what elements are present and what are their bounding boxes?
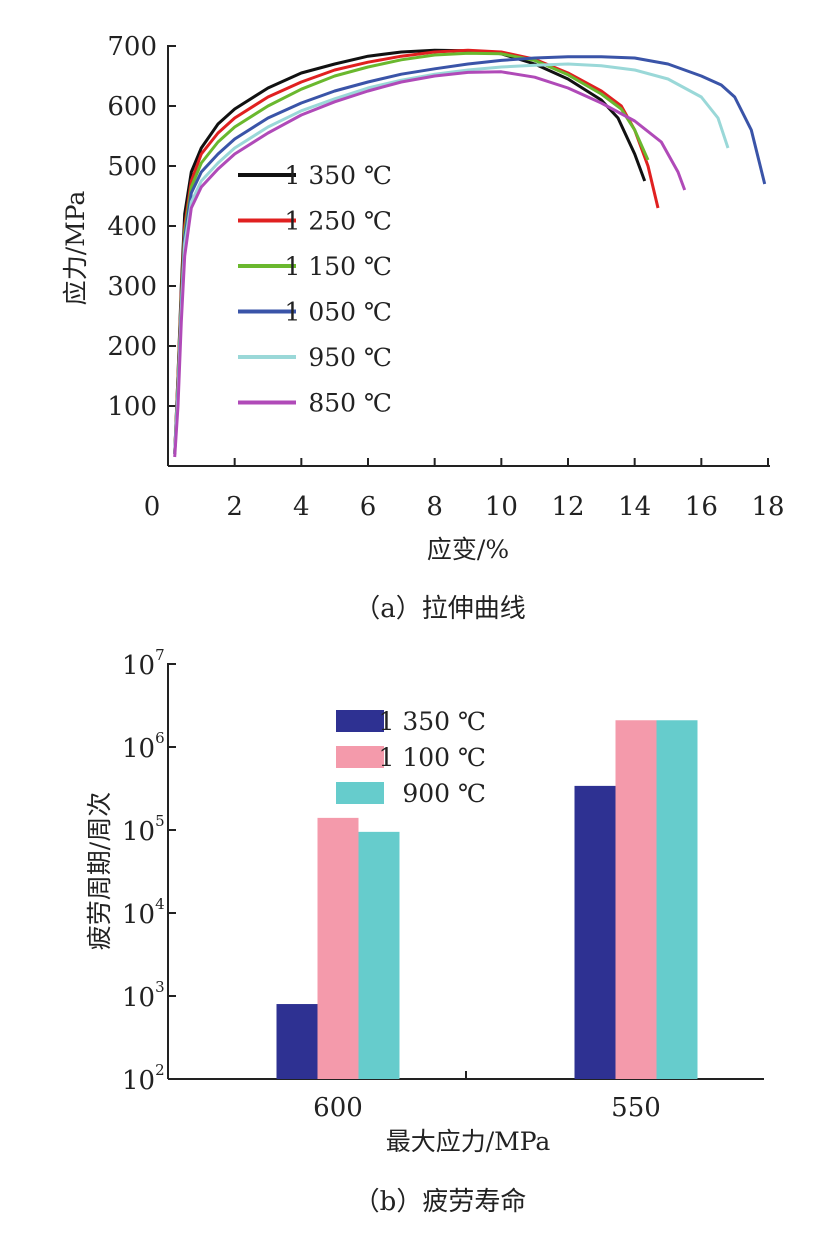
fatigue-legend-label: 1 100 ℃: [379, 743, 486, 772]
tensile-x-tick-label: 8: [426, 492, 443, 522]
fatigue-y-tick-base: 10: [122, 1066, 155, 1096]
tensile-y-tick-label: 600: [107, 92, 157, 122]
fatigue-bar: [574, 785, 616, 1079]
tensile-chart-caption: （a）拉伸曲线: [354, 594, 526, 624]
fatigue-x-tick-label: 600: [313, 1093, 363, 1123]
tensile-y-tick-label: 200: [107, 332, 157, 362]
fatigue-y-axis-title: 疲劳周期/周次: [85, 792, 114, 950]
tensile-x-tick-label: 2: [226, 492, 243, 522]
tensile-series-lines: [173, 48, 767, 458]
fatigue-y-tick-label: 104: [122, 895, 165, 930]
fatigue-chart-caption: （b）疲劳寿命: [354, 1187, 527, 1217]
tensile-y-tick-label: 300: [107, 272, 157, 302]
tensile-series-line: [173, 48, 647, 455]
fatigue-legend: 1 350 ℃ 1 100 ℃ 900 ℃: [336, 707, 486, 808]
fatigue-y-tick-base: 10: [122, 817, 155, 847]
fatigue-y-tick-label: 106: [122, 729, 165, 764]
tensile-series-line: [173, 55, 767, 455]
fatigue-y-tick-exp: 6: [155, 729, 165, 747]
tensile-legend-label: 1 350 ℃: [285, 161, 392, 190]
tensile-x-tick-label: 10: [485, 492, 518, 522]
tensile-x-tick-label: 6: [360, 492, 377, 522]
fatigue-y-tick-label: 107: [122, 646, 165, 681]
fatigue-y-tick-exp: 2: [155, 1061, 165, 1079]
fatigue-y-tick-base: 10: [122, 900, 155, 930]
tensile-legend-label: 950 ℃: [308, 343, 392, 372]
tensile-legend-label: 1 050 ℃: [285, 298, 392, 327]
fatigue-bar: [615, 720, 657, 1079]
fatigue-y-tick-exp: 4: [155, 895, 165, 913]
fatigue-y-tick-exp: 7: [155, 646, 165, 664]
fatigue-y-tick-base: 10: [122, 734, 155, 764]
fatigue-bars: [276, 720, 698, 1079]
tensile-y-tick-label: 100: [107, 392, 157, 422]
tensile-x-tick-label: 14: [618, 492, 651, 522]
tensile-curve-chart: 0 2 4 6 8 10 12 14 16 18 100 200 300 400 500 600 700 1 3…: [61, 32, 785, 624]
fatigue-y-tick-base: 10: [122, 983, 155, 1013]
tensile-legend-label: 1 150 ℃: [285, 252, 392, 281]
tensile-legend-box: [236, 158, 396, 418]
fatigue-legend-swatch: [336, 710, 384, 732]
fatigue-bar: [656, 720, 698, 1079]
fatigue-y-tick-label: 102: [122, 1061, 165, 1096]
fatigue-y-tick-exp: 5: [155, 812, 165, 830]
tensile-ticks: 0 2 4 6 8 10 12 14 16 18 100 200 300 400 500 600 700: [107, 32, 784, 522]
tensile-y-axis-title: 应力/MPa: [61, 191, 90, 306]
tensile-axes: [167, 45, 770, 467]
fatigue-x-axis-title: 最大应力/MPa: [386, 1127, 551, 1156]
fatigue-y-tick-label: 105: [122, 812, 165, 847]
fatigue-x-tick-label: 550: [611, 1093, 661, 1123]
tensile-y-tick-label: 400: [107, 212, 157, 242]
tensile-x-tick-label: 4: [293, 492, 310, 522]
tensile-legend-label: 850 ℃: [308, 389, 392, 418]
fatigue-y-tick-exp: 3: [155, 978, 165, 996]
fatigue-legend-swatch: [336, 746, 384, 768]
tensile-x-tick-label: 0: [144, 492, 161, 522]
tensile-x-axis-title: 应变/%: [427, 535, 509, 564]
fatigue-legend-swatch: [336, 782, 384, 804]
tensile-x-tick-label: 16: [685, 492, 718, 522]
tensile-series-line: [173, 70, 687, 458]
fatigue-y-tick-base: 10: [122, 651, 155, 681]
fatigue-legend-label: 1 350 ℃: [379, 707, 486, 736]
tensile-legend-label: 1 250 ℃: [285, 207, 392, 236]
fatigue-bar: [317, 817, 359, 1079]
fatigue-bar: [276, 1004, 318, 1079]
tensile-y-tick-label: 500: [107, 152, 157, 182]
fatigue-legend-label: 900 ℃: [402, 779, 486, 808]
tensile-x-tick-label: 18: [751, 492, 784, 522]
tensile-x-tick-label: 12: [551, 492, 584, 522]
fatigue-y-tick-label: 103: [122, 978, 165, 1013]
fatigue-bar: [358, 831, 400, 1079]
tensile-y-tick-label: 700: [107, 32, 157, 62]
tensile-legend: 1 350 ℃ 1 250 ℃ 1 150 ℃ 1 050 ℃ 950 ℃ 850 ℃: [236, 158, 396, 418]
